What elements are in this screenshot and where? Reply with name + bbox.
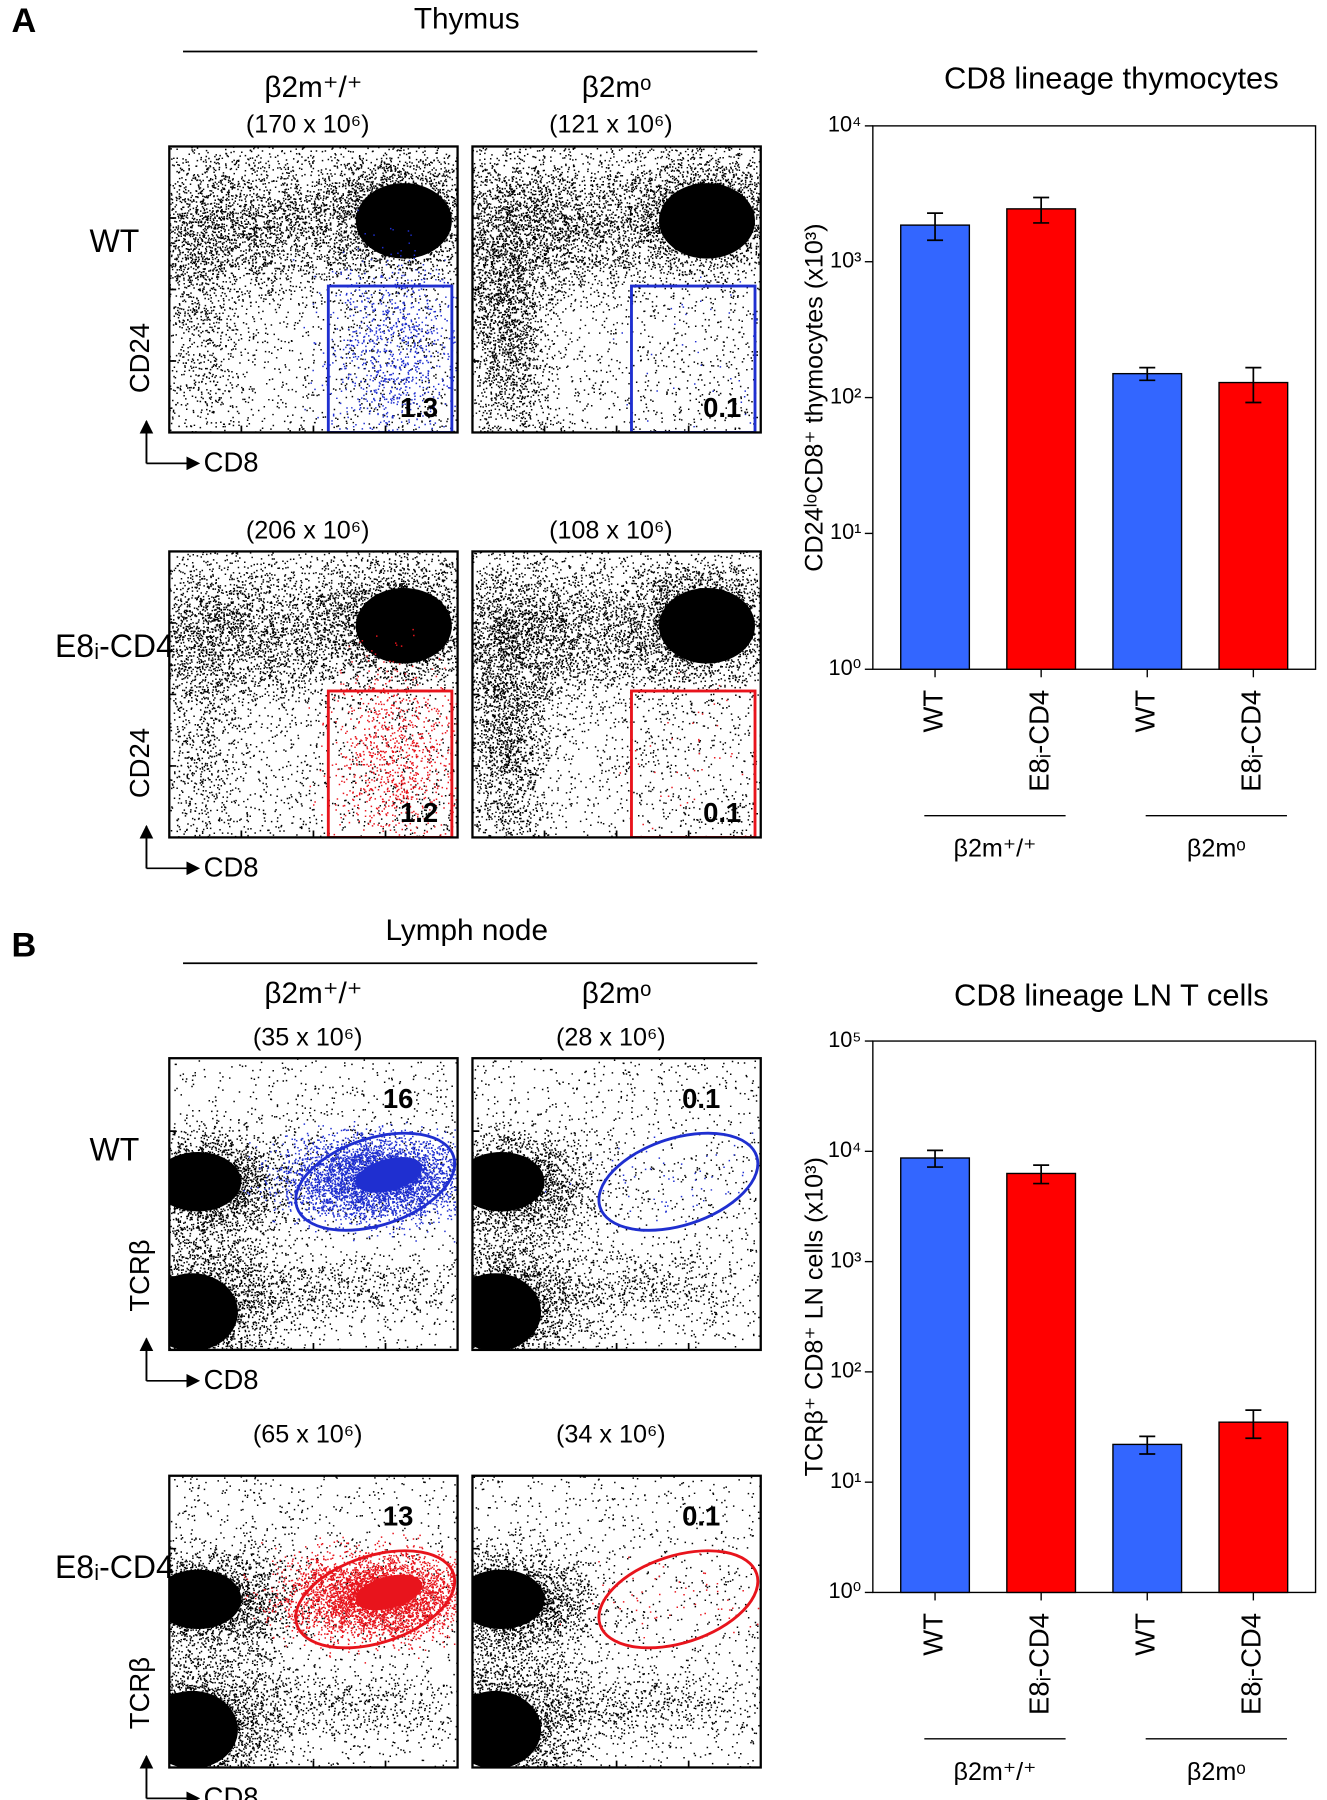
cell-count: (65 x 10⁶) — [253, 1420, 363, 1448]
dot-plot — [88, 1476, 514, 1800]
dot-plot — [342, 117, 825, 518]
y-tick-label: 10¹ — [830, 519, 861, 544]
panel-letter: B — [11, 926, 36, 964]
gate-percent: 1.3 — [400, 392, 438, 423]
y-tick-label: 10¹ — [830, 1468, 861, 1493]
y-tick-label: 10³ — [830, 1247, 861, 1272]
y-tick-label: 10⁰ — [829, 655, 862, 680]
row-label: WT — [90, 1131, 140, 1167]
y-axis-title: TCRβ⁺ CD8⁺ LN cells (x10³) — [800, 1157, 828, 1476]
gate-percent: 0.1 — [682, 1500, 720, 1531]
dense-population — [154, 1152, 241, 1211]
row-label: WT — [90, 223, 140, 259]
x-axis-label: CD8 — [204, 1364, 259, 1395]
column-header: β2m⁺/⁺ — [264, 71, 362, 104]
dot-plot — [396, 1476, 789, 1800]
cell-count: (206 x 10⁶) — [246, 517, 370, 545]
dense-population — [659, 588, 755, 664]
axis-arrows — [146, 421, 196, 463]
cell-count: (28 x 10⁶) — [556, 1023, 666, 1051]
chart-title: CD8 lineage thymocytes — [944, 60, 1279, 95]
x-axis-label: CD8 — [204, 852, 259, 883]
dot-plot — [36, 527, 512, 921]
group-label: β2m⁺/⁺ — [953, 1758, 1036, 1786]
dense-population — [450, 1273, 542, 1351]
row-label: E8ᵢ-CD4 — [55, 628, 174, 664]
y-tick-label: 10⁵ — [828, 1027, 861, 1052]
bar — [1219, 383, 1288, 670]
x-tick-label: WT — [1130, 1613, 1161, 1656]
bar — [1113, 1444, 1182, 1592]
bar — [1007, 209, 1076, 669]
gate-percent: 16 — [383, 1083, 414, 1114]
column-header: β2mᵒ — [582, 977, 652, 1010]
axis-arrows — [146, 826, 196, 868]
x-axis-label: CD8 — [204, 1782, 259, 1800]
column-header: β2mᵒ — [582, 71, 652, 104]
dense-population — [659, 183, 755, 259]
gate-percent: 0.1 — [703, 797, 741, 828]
cell-count: (34 x 10⁶) — [556, 1420, 666, 1448]
y-axis-title: CD24ˡᵒCD8⁺ thymocytes (x10³) — [800, 223, 828, 571]
dot-cloud — [620, 672, 765, 868]
group-label: β2mᵒ — [1187, 835, 1246, 863]
bar — [901, 1158, 970, 1592]
y-tick-label: 10² — [830, 383, 861, 408]
y-tick-label: 10⁴ — [828, 1137, 862, 1162]
column-header: β2m⁺/⁺ — [264, 977, 362, 1010]
gate — [587, 1115, 771, 1249]
cell-count: (121 x 10⁶) — [549, 111, 673, 139]
x-tick-label: E8ᵢ-CD4 — [1023, 690, 1054, 792]
group-label: β2m⁺/⁺ — [953, 835, 1036, 863]
dot-plot — [385, 1059, 786, 1414]
y-tick-label: 10⁴ — [828, 112, 862, 137]
gate-percent: 0.1 — [682, 1083, 720, 1114]
cell-count: (108 x 10⁶) — [549, 517, 673, 545]
panel-letter: A — [11, 2, 36, 40]
tissue-title: Thymus — [414, 2, 520, 35]
cell-count: (35 x 10⁶) — [253, 1023, 363, 1051]
dense-population — [450, 1691, 542, 1769]
dot-plot — [310, 527, 825, 928]
x-tick-label: E8ᵢ-CD4 — [1236, 690, 1267, 792]
y-axis-label: TCRβ — [124, 1239, 155, 1311]
x-tick-label: WT — [917, 690, 948, 733]
x-axis-label: CD8 — [204, 447, 259, 478]
bar — [1219, 1422, 1288, 1592]
x-tick-label: E8ᵢ-CD4 — [1236, 1613, 1267, 1715]
dense-population — [356, 183, 452, 259]
row-label: E8ᵢ-CD4 — [55, 1549, 174, 1585]
dense-population — [146, 1273, 238, 1351]
y-axis-label: TCRβ — [124, 1657, 155, 1729]
cell-count: (170 x 10⁶) — [246, 111, 370, 139]
y-tick-label: 10² — [830, 1358, 861, 1383]
gate-percent: 0.1 — [703, 392, 741, 423]
bar — [1113, 374, 1182, 670]
x-tick-label: WT — [1130, 690, 1161, 733]
bar — [901, 225, 970, 669]
dot-plot — [35, 126, 512, 536]
y-axis-label: CD24 — [124, 323, 155, 393]
dot-cloud — [442, 117, 566, 518]
dense-population — [356, 588, 452, 664]
x-tick-label: E8ᵢ-CD4 — [1023, 1613, 1054, 1715]
bar — [1007, 1173, 1076, 1592]
gate-percent: 1.2 — [400, 797, 438, 828]
dense-population — [458, 1152, 545, 1211]
y-tick-label: 10⁰ — [829, 1578, 862, 1603]
y-axis-label: CD24 — [124, 728, 155, 798]
group-label: β2mᵒ — [1187, 1758, 1246, 1786]
tissue-title: Lymph node — [385, 914, 548, 947]
y-tick-label: 10³ — [830, 247, 861, 272]
dense-population — [458, 1570, 545, 1629]
chart-title: CD8 lineage LN T cells — [954, 978, 1269, 1013]
dense-population — [146, 1691, 238, 1769]
dot-plot — [86, 1058, 508, 1409]
x-tick-label: WT — [917, 1613, 948, 1656]
gate-percent: 13 — [383, 1500, 414, 1531]
